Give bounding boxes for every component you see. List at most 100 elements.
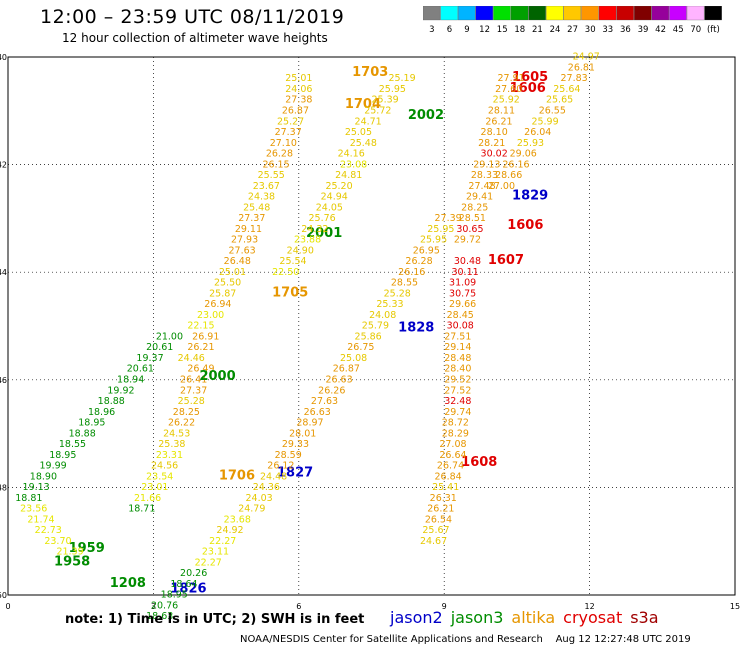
wave-height-value: 25.28 bbox=[384, 288, 411, 299]
wave-height-value: 29.14 bbox=[444, 342, 471, 353]
colorbar-label: 21 bbox=[532, 25, 543, 35]
pass-time-label: 2000 bbox=[199, 369, 235, 384]
pass-time-label: 2002 bbox=[408, 108, 444, 123]
legend-cryosat: cryosat bbox=[563, 608, 623, 627]
wave-height-value: 27.93 bbox=[231, 235, 258, 246]
colorbar-swatch bbox=[546, 6, 564, 21]
wave-height-value: 29.66 bbox=[449, 299, 476, 310]
wave-height-value: 30.08 bbox=[447, 321, 474, 332]
wave-height-value: 27.51 bbox=[444, 331, 471, 342]
wave-height-value: 24.46 bbox=[178, 353, 205, 364]
wave-height-value: 25.39 bbox=[372, 95, 399, 106]
wave-height-value: 25.38 bbox=[158, 439, 185, 450]
wave-height-value: 26.74 bbox=[437, 461, 464, 472]
credit-line: NOAA/NESDIS Center for Satellite Applica… bbox=[240, 634, 691, 645]
wave-height-value: 22.50 bbox=[272, 267, 299, 278]
wave-height-value: 18.90 bbox=[30, 471, 57, 482]
wave-height-value: 23.11 bbox=[202, 547, 229, 558]
wave-height-value: 25.28 bbox=[178, 396, 205, 407]
wave-height-value: 25.05 bbox=[345, 127, 372, 138]
colorbar-label: 33 bbox=[602, 25, 613, 35]
wave-height-value: 28.10 bbox=[481, 127, 508, 138]
wave-height-value: 24.79 bbox=[238, 504, 265, 515]
lon-tick-label: 0 bbox=[5, 602, 10, 611]
lat-tick-label: 44 bbox=[0, 268, 7, 277]
wave-height-value: 24.67 bbox=[420, 536, 447, 547]
colorbar-swatch bbox=[669, 6, 687, 21]
colorbar-label: 24 bbox=[550, 25, 561, 35]
wave-height-value: 27.38 bbox=[285, 95, 312, 106]
wave-height-value: 24.06 bbox=[285, 84, 312, 95]
wave-height-value: 25.95 bbox=[427, 224, 454, 235]
wave-height-value: 24.97 bbox=[573, 52, 600, 63]
legend-jason2: jason2 bbox=[390, 608, 443, 627]
wave-height-value: 25.50 bbox=[214, 278, 241, 289]
map-frame bbox=[7, 56, 736, 596]
colorbar-label: 27 bbox=[567, 25, 578, 35]
colorbar-label: 9 bbox=[464, 25, 469, 35]
wave-height-value: 25.99 bbox=[531, 116, 558, 127]
wave-height-value: 28.33 bbox=[471, 170, 498, 181]
wave-height-value: 30.02 bbox=[481, 149, 508, 160]
pass-time-label: 1703 bbox=[352, 65, 388, 80]
wave-height-value: 18.71 bbox=[128, 504, 155, 515]
wave-height-value: 25.76 bbox=[308, 213, 335, 224]
wave-height-value: 25.48 bbox=[243, 202, 270, 213]
colorbar-label: 42 bbox=[655, 25, 666, 35]
wave-height-value: 23.31 bbox=[156, 450, 183, 461]
lon-tick-label: 15 bbox=[730, 602, 740, 611]
lat-tick-label: 46 bbox=[0, 376, 7, 385]
wave-height-value: 25.55 bbox=[258, 170, 285, 181]
wave-height-value: 28.40 bbox=[444, 364, 471, 375]
pass-time-label: 1606 bbox=[507, 218, 543, 233]
wave-height-value: 24.32 bbox=[301, 224, 328, 235]
wave-height-value: 27.91 bbox=[498, 73, 525, 84]
colorbar-swatch bbox=[598, 6, 617, 21]
wave-height-value: 26.49 bbox=[187, 364, 214, 375]
pass-time-label: 1827 bbox=[277, 466, 313, 481]
wave-height-value: 30.11 bbox=[451, 267, 478, 278]
wave-height-value: 27.52 bbox=[444, 385, 471, 396]
wave-height-value: 27.63 bbox=[311, 396, 338, 407]
wave-height-value: 24.90 bbox=[287, 245, 314, 256]
wave-height-value: 29.33 bbox=[282, 439, 309, 450]
wave-height-value: 25.19 bbox=[388, 73, 415, 84]
wave-height-value: 26.63 bbox=[325, 374, 352, 385]
wave-height-value: 22.15 bbox=[187, 321, 214, 332]
wave-height-value: 28.25 bbox=[173, 407, 200, 418]
wave-height-value: 24.05 bbox=[316, 202, 343, 213]
wave-height-value: 27.10 bbox=[270, 138, 297, 149]
wave-height-value: 31.09 bbox=[449, 278, 476, 289]
lon-tick-label: 6 bbox=[296, 602, 301, 611]
colorbar-swatch bbox=[686, 6, 705, 21]
colorbar-label: 15 bbox=[497, 25, 508, 35]
wave-height-value: 19.92 bbox=[107, 385, 134, 396]
pass-time-label: 1608 bbox=[461, 455, 497, 470]
footnote: note: 1) Time is in UTC; 2) SWH is in fe… bbox=[65, 612, 365, 627]
colorbar-swatch bbox=[563, 6, 582, 21]
lon-tick-label: 3 bbox=[151, 602, 156, 611]
lat-tick-label: 50 bbox=[0, 591, 7, 600]
wave-height-value: 26.16 bbox=[502, 159, 529, 170]
colorbar-label: 12 bbox=[479, 25, 490, 35]
wave-height-value: 18.95 bbox=[49, 450, 76, 461]
wave-height-value: 28.48 bbox=[444, 353, 471, 364]
wave-height-value: 26.91 bbox=[192, 331, 219, 342]
wave-height-value: 26.21 bbox=[187, 342, 214, 353]
wave-height-value: 28.21 bbox=[478, 138, 505, 149]
wave-height-value: 26.87 bbox=[282, 105, 309, 116]
wave-height-value: 25.86 bbox=[355, 331, 382, 342]
wave-height-value: 29.52 bbox=[444, 374, 471, 385]
wave-height-value: 19.37 bbox=[136, 353, 163, 364]
wave-height-value: 23.70 bbox=[44, 536, 71, 547]
colorbar-label: 30 bbox=[585, 25, 596, 35]
wave-height-value: 18.95 bbox=[78, 418, 105, 429]
wave-height-value: 23.00 bbox=[197, 310, 224, 321]
wave-height-value: 26.95 bbox=[413, 245, 440, 256]
wave-height-value: 18.55 bbox=[59, 439, 86, 450]
wave-height-value: 26.75 bbox=[347, 342, 374, 353]
lon-tick-label: 9 bbox=[442, 602, 447, 611]
colorbar-swatch bbox=[475, 6, 494, 21]
wave-height-value: 26.22 bbox=[168, 418, 195, 429]
